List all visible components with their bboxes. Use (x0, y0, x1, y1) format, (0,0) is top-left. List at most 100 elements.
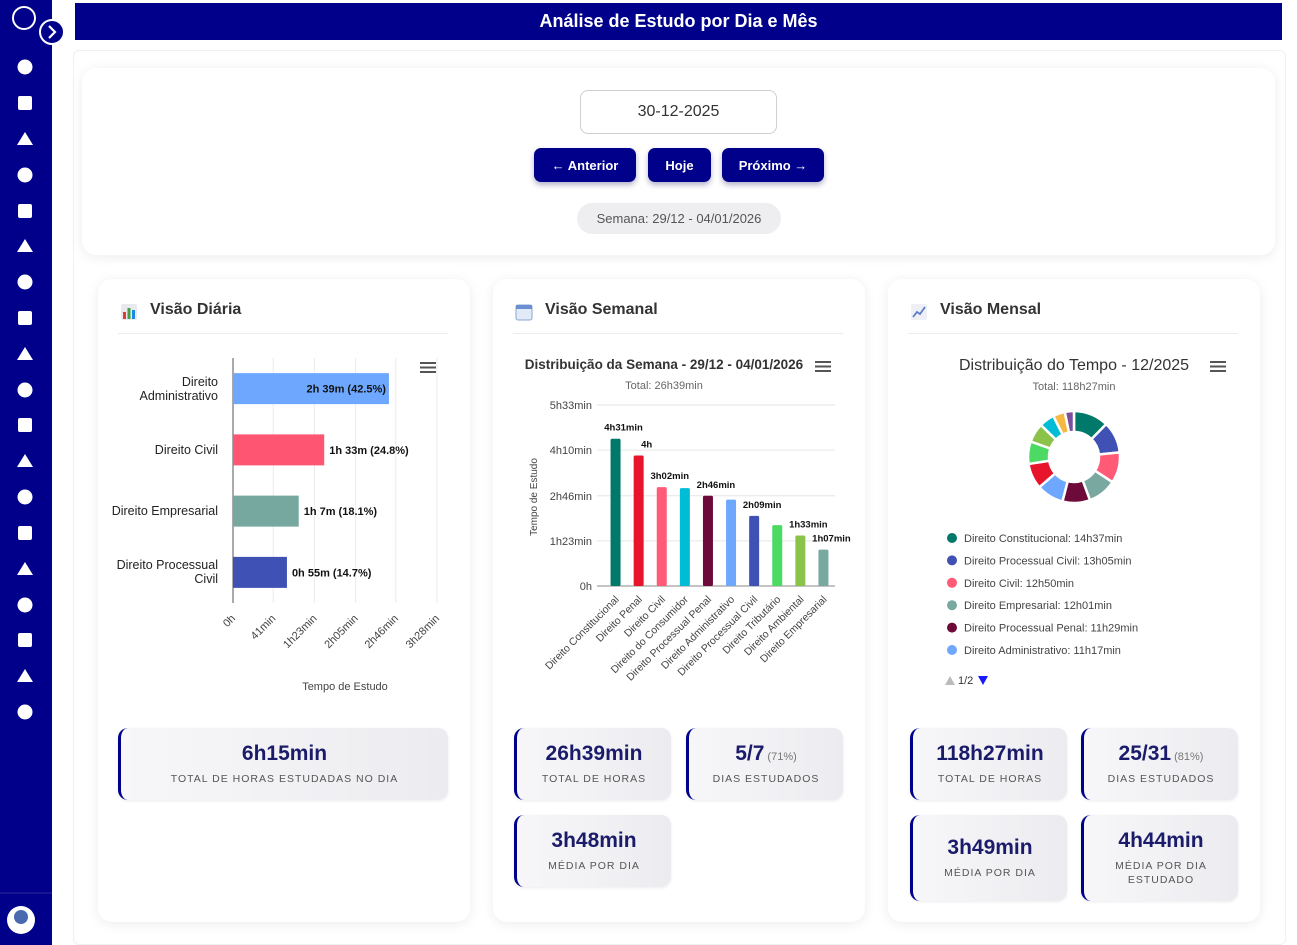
y-tick-label: 2h46min (550, 491, 592, 503)
data-label: 1h33min (789, 519, 828, 530)
bar (795, 535, 806, 586)
nav-icon-shape (17, 59, 33, 75)
nav-icon-shape (18, 311, 32, 325)
y-tick-label: 1h23min (550, 536, 592, 548)
card-title: Visão Semanal (545, 301, 658, 318)
chart-menu[interactable] (1210, 361, 1226, 372)
bar (233, 556, 287, 588)
donut-slice (1063, 409, 1076, 434)
date-card: 30-12-2025 ← Anterior Hoje Próximo → Sem… (82, 68, 1275, 255)
bar (818, 549, 829, 586)
stat-value-row: 5/7 (71%) (735, 742, 797, 766)
stat-value-row: 118h27min (936, 742, 1043, 766)
bar (233, 434, 325, 466)
nav-icon-shape (18, 418, 32, 432)
nav-icon[interactable] (18, 204, 32, 218)
data-label: 3h02min (650, 471, 689, 482)
card-title: Visão Diária (150, 301, 242, 318)
legend-marker (947, 645, 957, 655)
legend-marker (947, 622, 957, 633)
nav-icon[interactable] (17, 347, 33, 360)
nav-icon[interactable] (18, 311, 32, 325)
chart-title: Distribuição do Tempo - 12/2025 (959, 357, 1189, 374)
nav-icon-shape (17, 597, 33, 613)
y-tick-label: Direito Administrativo (139, 374, 219, 403)
nav-icon[interactable] (17, 274, 33, 290)
data-label: 2h 39m (42.5%) (306, 384, 386, 396)
nav-icon-shape (17, 454, 33, 467)
chart-menu[interactable] (420, 362, 436, 373)
bar (610, 438, 621, 586)
nav-icon[interactable] (17, 669, 33, 682)
nav-icon[interactable] (17, 704, 33, 720)
x-tick-label: 0h (221, 613, 238, 630)
icon-bar (127, 308, 131, 319)
chart-title: Distribuição da Semana - 29/12 - 04/01/2… (525, 357, 804, 372)
nav-icon[interactable] (18, 633, 32, 647)
nav-icon[interactable] (17, 562, 33, 575)
stat-card: 118h27min TOTAL DE HORAS (910, 728, 1067, 800)
nav-icon[interactable] (17, 597, 33, 613)
prev-button[interactable]: ← Anterior (534, 148, 636, 182)
y-tick-label: 4h10min (550, 445, 592, 457)
icon-bg (911, 304, 927, 320)
nav-icon[interactable] (17, 132, 33, 145)
next-button[interactable]: Próximo → (722, 148, 824, 182)
legend-label: Direito Processual Civil: 13h05min (964, 555, 1132, 567)
card-icon (121, 304, 137, 320)
date-input[interactable]: 30-12-2025 (580, 90, 777, 134)
nav-icon-shape (17, 489, 33, 505)
profile-logo-mark (14, 910, 28, 924)
y-tick-label: Direito Civil (154, 442, 218, 457)
nav-icon-shape (17, 669, 33, 682)
sidebar-toggle[interactable] (38, 18, 66, 46)
nav-icon[interactable] (17, 382, 33, 398)
legend-page: 1/2 (958, 675, 973, 687)
stat-card: 5/7 (71%) DIAS ESTUDADOS (686, 728, 843, 800)
nav-icon[interactable] (17, 454, 33, 467)
stat-value: 5/7 (735, 742, 765, 765)
brand-logo[interactable] (12, 6, 36, 30)
legend-marker (947, 600, 957, 611)
x-tick-label: 2h05min (322, 613, 360, 651)
nav-icon-shape (17, 239, 33, 252)
nav-icon-shape (17, 704, 33, 720)
bar (726, 499, 737, 586)
monthly-chart: Distribuição do Tempo - 12/2025 Total: 11… (945, 357, 1226, 687)
nav-icon[interactable] (18, 418, 32, 432)
nav-icon-shape (17, 274, 33, 290)
data-label: 0h 55m (14.7%) (292, 567, 372, 579)
data-label: 4h31min (604, 423, 643, 434)
legend-page-down[interactable] (978, 676, 988, 685)
nav-icon[interactable] (17, 167, 33, 183)
today-button[interactable]: Hoje (648, 148, 711, 182)
y-tick-label: 0h (580, 581, 592, 593)
stat-value: 3h48min (551, 829, 637, 852)
icon-trend (912, 306, 926, 318)
stat-value: 25/31 (1118, 742, 1172, 765)
card-icon (911, 304, 927, 320)
nav-icon[interactable] (17, 59, 33, 75)
icon-bar (123, 312, 126, 319)
stat-note: (81%) (1174, 751, 1204, 763)
stat-note: (71%) (767, 751, 797, 763)
nav-icon-shape (17, 562, 33, 575)
bar (633, 455, 644, 586)
nav-icon[interactable] (18, 96, 32, 110)
stat-value-row: 6h15min (242, 742, 327, 766)
stat-label: TOTAL DE HORAS (937, 773, 1043, 785)
nav-icon[interactable] (17, 489, 33, 505)
nav-icon[interactable] (18, 526, 32, 540)
stat-value: 3h49min (947, 836, 1033, 859)
stat-card: 3h49min MÉDIA POR DIA (910, 815, 1067, 901)
nav-icon[interactable] (17, 239, 33, 252)
bar (679, 488, 690, 586)
stat-label: TOTAL DE HORAS (541, 773, 647, 785)
stat-value-row: 26h39min (546, 742, 643, 766)
stat-value: 26h39min (545, 742, 643, 765)
legend-page-up[interactable] (945, 676, 955, 685)
chart-menu[interactable] (815, 361, 831, 372)
icon-bar (132, 310, 135, 319)
data-label: 4h (641, 440, 652, 451)
stat-label: DIAS ESTUDADOS (1107, 773, 1215, 785)
